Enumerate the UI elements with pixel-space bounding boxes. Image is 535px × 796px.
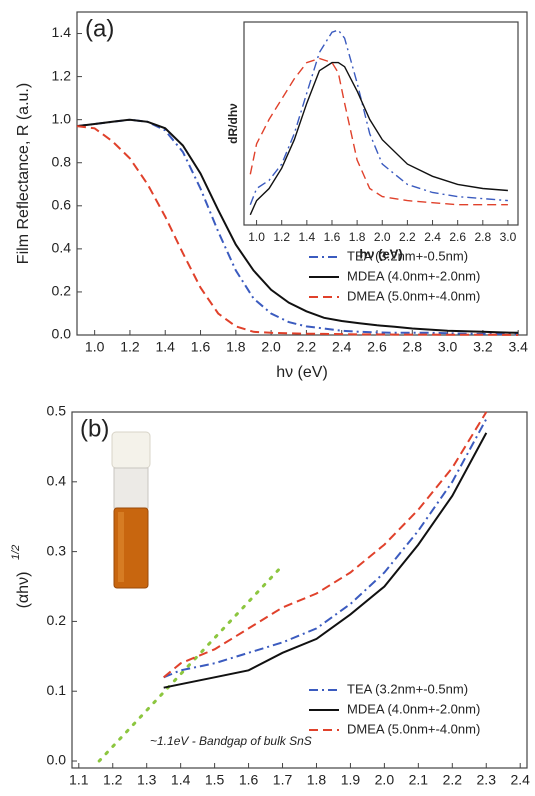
- x-tick-label: 2.0: [375, 772, 395, 788]
- x-tick-label: 1.3: [137, 772, 157, 788]
- panel-label: (b): [80, 415, 109, 442]
- series-line: [76, 118, 519, 336]
- x-tick-label: 2.2: [399, 230, 416, 244]
- legend-label: TEA (3.2nm+-0.5nm): [347, 681, 468, 696]
- x-tick-label: 1.4: [299, 230, 316, 244]
- x-tick-label: 1.2: [273, 230, 290, 244]
- x-tick-label: 2.8: [474, 230, 491, 244]
- y-axis-label: (αhν): [15, 572, 32, 609]
- x-tick-label: 3.2: [473, 339, 493, 355]
- x-tick-label: 1.2: [103, 772, 123, 788]
- panel-label: (a): [85, 15, 114, 42]
- x-tick-label: 2.8: [403, 339, 423, 355]
- x-tick-label: 1.8: [307, 772, 327, 788]
- y-tick-label: 1.0: [52, 110, 72, 126]
- x-tick-label: 1.8: [349, 230, 366, 244]
- x-tick-label: 1.4: [171, 772, 191, 788]
- series-line: [76, 118, 519, 334]
- x-tick-label: 2.4: [424, 230, 441, 244]
- y-tick-label: 0.0: [47, 752, 67, 768]
- legend-label: MDEA (4.0nm+-2.0nm): [347, 268, 480, 283]
- x-tick-label: 2.4: [332, 339, 352, 355]
- x-axis-label: hν (eV): [359, 246, 402, 261]
- x-tick-label: 3.4: [508, 339, 528, 355]
- y-axis-label-group: (αhν) 1/2: [10, 545, 32, 609]
- series-line: [249, 29, 508, 205]
- series-line: [249, 57, 508, 206]
- y-axis-label: Film Reflectance, R (a.u.): [15, 83, 32, 264]
- x-tick-label: 3.0: [438, 339, 458, 355]
- y-tick-label: 0.8: [52, 153, 72, 169]
- x-tick-label: 1.6: [324, 230, 341, 244]
- x-tick-label: 1.6: [239, 772, 259, 788]
- series-line: [163, 432, 488, 689]
- y-tick-label: 0.2: [47, 612, 67, 628]
- y-tick-label: 0.4: [52, 240, 72, 256]
- series-line: [76, 125, 519, 336]
- x-tick-label: 1.2: [120, 339, 140, 355]
- x-tick-label: 2.4: [510, 772, 530, 788]
- inset-frame: [243, 21, 519, 226]
- x-tick-label: 2.1: [409, 772, 429, 788]
- legend-label: DMEA (5.0nm+-4.0nm): [347, 721, 480, 736]
- y-axis-label: dR/dhν: [226, 103, 240, 144]
- annotation: ~1.1eV - Bandgap of bulk SnS: [150, 734, 312, 748]
- extrapolation-line: [97, 564, 285, 763]
- series-line: [249, 61, 508, 216]
- y-tick-label: 0.2: [52, 283, 72, 299]
- vial: [111, 431, 151, 589]
- legend-label: MDEA (4.0nm+-2.0nm): [347, 701, 480, 716]
- series-line: [163, 411, 488, 679]
- x-tick-label: 1.4: [156, 339, 176, 355]
- series-line: [163, 418, 488, 679]
- x-tick-label: 1.6: [191, 339, 211, 355]
- y-tick-label: 1.2: [52, 67, 72, 83]
- x-tick-label: 1.0: [248, 230, 265, 244]
- x-tick-label: 2.0: [261, 339, 281, 355]
- y-tick-label: 0.3: [47, 542, 67, 558]
- y-tick-label: 0.4: [47, 473, 67, 489]
- x-tick-label: 2.6: [367, 339, 387, 355]
- y-tick-label: 0.5: [47, 403, 67, 419]
- y-tick-label: 0.0: [52, 326, 72, 342]
- x-tick-label: 1.1: [69, 772, 89, 788]
- x-tick-label: 2.0: [374, 230, 391, 244]
- legend-label: TEA (3.2nm+-0.5nm): [347, 248, 468, 263]
- x-axis-label: hν (eV): [276, 364, 328, 381]
- x-tick-label: 3.0: [500, 230, 517, 244]
- x-tick-label: 1.8: [226, 339, 246, 355]
- x-tick-label: 2.3: [477, 772, 497, 788]
- y-tick-label: 1.4: [52, 24, 72, 40]
- y-axis-label-group: dR/dhν: [226, 103, 240, 144]
- x-tick-label: 2.2: [297, 339, 317, 355]
- y-axis-label-sup: 1/2: [10, 545, 22, 560]
- x-tick-label: 1.9: [341, 772, 361, 788]
- y-axis-label-group: Film Reflectance, R (a.u.): [15, 83, 32, 264]
- x-tick-label: 2.2: [443, 772, 463, 788]
- y-tick-label: 0.1: [47, 682, 67, 698]
- x-tick-label: 2.6: [449, 230, 466, 244]
- y-tick-label: 0.6: [52, 197, 72, 213]
- x-tick-label: 1.0: [85, 339, 105, 355]
- x-tick-label: 1.7: [273, 772, 293, 788]
- x-tick-label: 1.5: [205, 772, 225, 788]
- legend-label: DMEA (5.0nm+-4.0nm): [347, 288, 480, 303]
